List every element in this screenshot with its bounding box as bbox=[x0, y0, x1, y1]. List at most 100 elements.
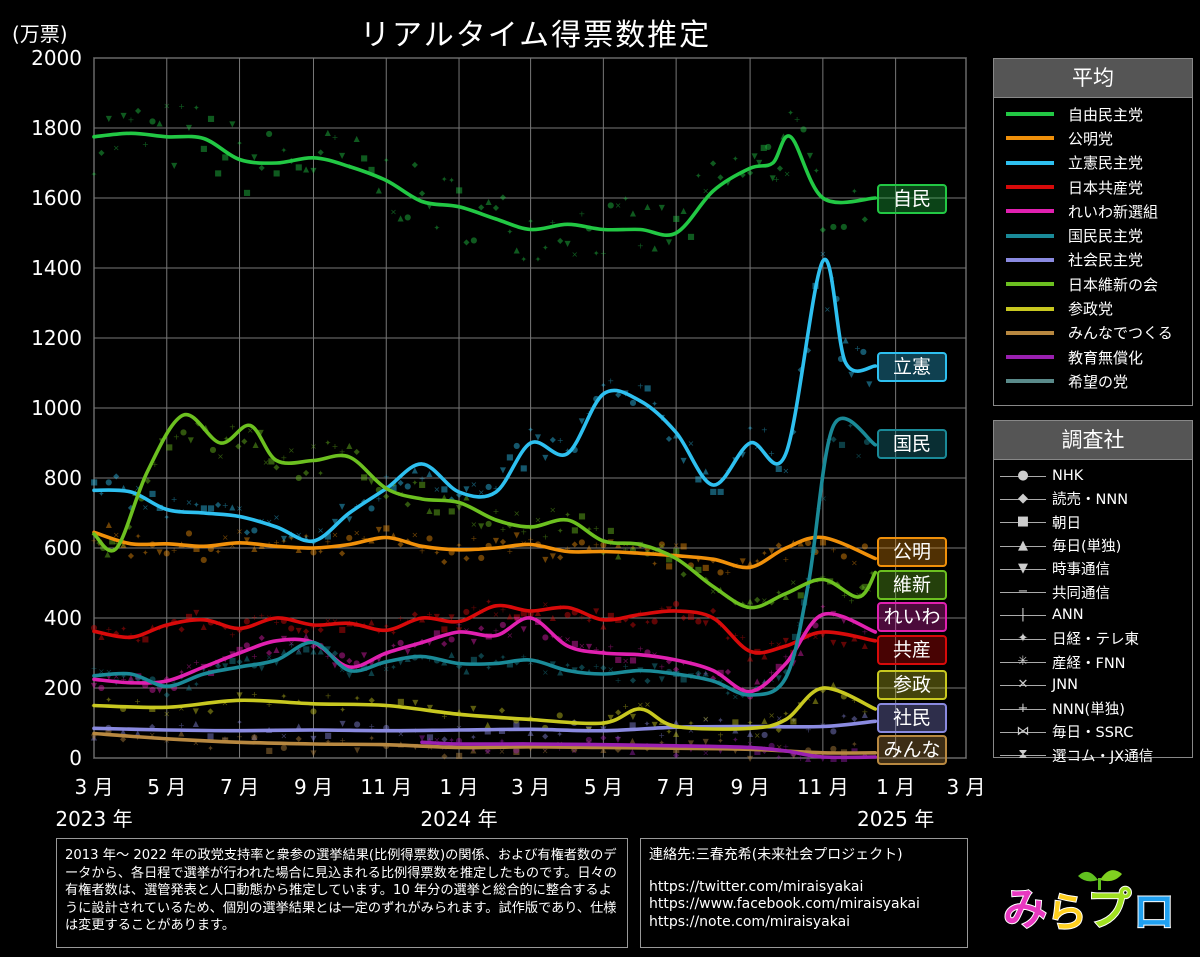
square-icon: ■ bbox=[994, 512, 1052, 532]
poll-point: ● bbox=[210, 445, 217, 454]
poll-point: ◆ bbox=[820, 686, 827, 695]
poll-point: ✦ bbox=[688, 719, 695, 728]
agency-item: + NNN(単独) bbox=[994, 697, 1192, 720]
poll-point: ◆ bbox=[579, 663, 586, 672]
poll-point: ✦ bbox=[725, 634, 732, 643]
poll-point: ● bbox=[571, 445, 578, 454]
legend-item: 自由民主党 bbox=[994, 102, 1192, 126]
agency-label: 共同通信 bbox=[1052, 585, 1110, 602]
poll-point: ✦ bbox=[448, 736, 455, 745]
poll-point: × bbox=[710, 587, 717, 596]
poll-point: ● bbox=[542, 632, 549, 641]
poll-point: × bbox=[542, 747, 549, 756]
poll-point: + bbox=[637, 644, 644, 653]
poll-point: ✦ bbox=[747, 719, 754, 728]
poll-point: ▼ bbox=[193, 707, 200, 716]
poll-point: ● bbox=[717, 567, 724, 576]
poll-point: × bbox=[266, 653, 273, 662]
poll-point: ◆ bbox=[600, 663, 607, 672]
poll-point: ■ bbox=[360, 663, 368, 672]
poll-point: ■ bbox=[214, 168, 222, 177]
poll-point: + bbox=[193, 658, 200, 667]
poll-point: × bbox=[493, 610, 500, 619]
poll-point: ◆ bbox=[673, 750, 680, 759]
poll-point: ● bbox=[513, 441, 520, 450]
poll-point: × bbox=[820, 494, 827, 503]
poll-point: ▼ bbox=[296, 626, 303, 635]
poll-point: + bbox=[854, 344, 861, 353]
poll-point: × bbox=[658, 541, 665, 550]
poll-point: × bbox=[673, 541, 680, 550]
poll-point: ◆ bbox=[235, 442, 242, 451]
legend-label: 立憲民主党 bbox=[1068, 154, 1144, 173]
poll-point: ◆ bbox=[851, 714, 858, 723]
poll-point: + bbox=[732, 631, 739, 640]
poll-point: ▲ bbox=[812, 696, 819, 705]
poll-point: × bbox=[142, 503, 149, 512]
poll-point: ● bbox=[354, 720, 361, 729]
poll-point: ▲ bbox=[449, 650, 456, 659]
poll-point: ▼ bbox=[310, 734, 317, 743]
poll-point: ✦ bbox=[787, 109, 794, 118]
legend-label: 日本維新の会 bbox=[1068, 275, 1159, 294]
poll-point: ● bbox=[860, 347, 867, 356]
poll-point: + bbox=[376, 495, 383, 504]
poll-point: ● bbox=[564, 610, 571, 619]
poll-point: ■ bbox=[470, 655, 478, 664]
legend-average: 平均 自由民主党 公明党 立憲民主党 日本共産党 れいわ新選組 国民民主党 社会民主党 日本維… bbox=[993, 58, 1193, 406]
poll-point: + bbox=[851, 696, 858, 705]
series-line bbox=[92, 412, 878, 610]
poll-point: ● bbox=[805, 538, 812, 547]
poll-point: + bbox=[222, 734, 229, 743]
poll-point: ✦ bbox=[178, 668, 185, 677]
poll-point: + bbox=[222, 501, 229, 510]
poll-point: ● bbox=[830, 727, 837, 736]
link-note[interactable]: https://note.com/miraisyakai bbox=[649, 913, 851, 930]
link-facebook[interactable]: https://www.facebook.com/miraisyakai bbox=[649, 896, 920, 913]
link-twitter[interactable]: https://twitter.com/miraisyakai bbox=[649, 878, 864, 895]
x-year-label: 2023 年 bbox=[55, 807, 132, 831]
plus-icon: + bbox=[994, 699, 1052, 719]
series-line bbox=[92, 686, 878, 731]
poll-point: ◆ bbox=[244, 528, 251, 537]
poll-point: × bbox=[178, 704, 185, 713]
poll-point: ▲ bbox=[695, 670, 702, 679]
poll-point: ● bbox=[629, 398, 636, 407]
poll-point: + bbox=[441, 712, 448, 721]
poll-point: ▼ bbox=[471, 637, 478, 646]
poll-point: ● bbox=[149, 117, 156, 126]
poll-point: ▼ bbox=[281, 534, 288, 543]
poll-point: ✦ bbox=[527, 426, 534, 435]
poll-point: + bbox=[841, 591, 848, 600]
poll-point: + bbox=[593, 662, 600, 671]
poll-point: × bbox=[776, 714, 783, 723]
poll-point: ◆ bbox=[164, 690, 171, 699]
poll-point: ◆ bbox=[740, 170, 747, 179]
poll-point: + bbox=[579, 210, 586, 219]
svg-text:み: み bbox=[1003, 884, 1047, 935]
poll-point: ◆ bbox=[500, 537, 507, 546]
poll-point: ● bbox=[485, 541, 492, 550]
poll-point: ▲ bbox=[747, 559, 754, 568]
poll-point: ▼ bbox=[790, 658, 797, 667]
legend-item: 社会民主党 bbox=[994, 248, 1192, 272]
agency-label: 読売・NNN bbox=[1052, 492, 1129, 509]
poll-point: ■ bbox=[433, 508, 441, 517]
poll-point: × bbox=[776, 743, 783, 752]
poll-point: ▼ bbox=[752, 152, 759, 161]
poll-point: + bbox=[637, 241, 644, 250]
poll-point: ▲ bbox=[303, 632, 310, 641]
poll-point: ✦ bbox=[847, 422, 854, 431]
poll-point: ● bbox=[185, 529, 192, 538]
chart-grid bbox=[93, 57, 967, 759]
legend-item: 希望の党 bbox=[994, 369, 1192, 393]
poll-point: ■ bbox=[862, 582, 870, 591]
poll-point: ▼ bbox=[542, 555, 549, 564]
poll-point: ▼ bbox=[332, 517, 339, 526]
poll-point: ▲ bbox=[128, 673, 135, 682]
poll-point: ◆ bbox=[339, 549, 346, 558]
poll-point: × bbox=[273, 513, 280, 522]
poll-point: × bbox=[607, 665, 614, 674]
poll-point: ▼ bbox=[419, 734, 426, 743]
poll-point: ■ bbox=[360, 153, 368, 162]
